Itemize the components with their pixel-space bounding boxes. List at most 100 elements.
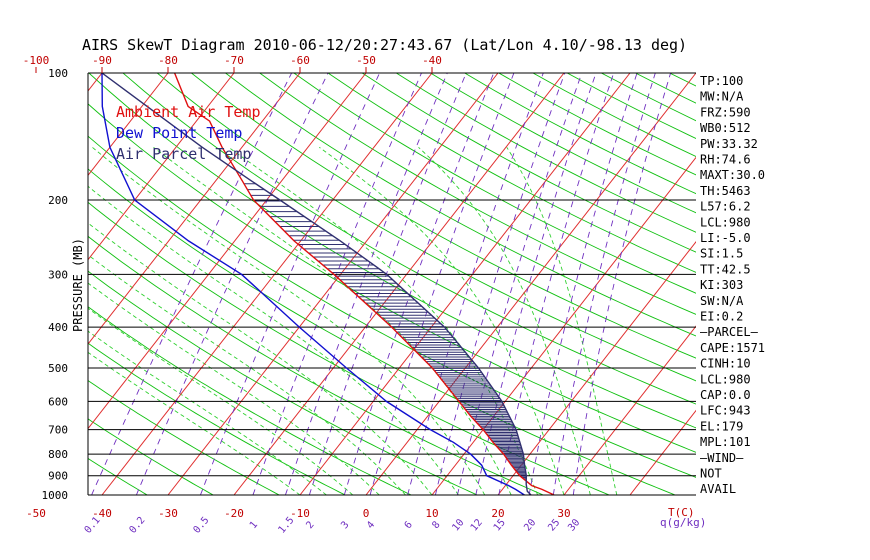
moist-adiabat-line <box>88 254 406 495</box>
stat-item: MPL:101 <box>700 435 751 449</box>
dry-adiabat-line <box>88 457 148 495</box>
dry-adiabat-line <box>0 73 81 495</box>
dewpoint-temp-line <box>101 73 525 495</box>
isotherm-line <box>101 73 433 495</box>
top-temp-tick-labels: -120-110-100-90-80-70-60-50-40 <box>23 54 442 73</box>
temp-unit-label: T(C) <box>668 506 695 519</box>
stat-item: EI:0.2 <box>700 310 743 324</box>
top-temp-tick-label: -100 <box>23 54 50 67</box>
moist-adiabat-line <box>92 146 486 495</box>
stat-item: TH:5463 <box>700 184 751 198</box>
dry-adiabat-line <box>88 418 214 495</box>
top-temp-tick-label: -80 <box>158 54 178 67</box>
bottom-temp-tick-label: 0 <box>363 507 370 520</box>
stat-item: MW:N/A <box>700 90 744 104</box>
dry-adiabat-line <box>156 73 696 382</box>
mixing-ratio-tick-label: 3 <box>339 520 351 532</box>
stat-item: CAPE:1571 <box>700 341 765 355</box>
bottom-temp-tick-label: -10 <box>290 507 310 520</box>
dry-adiabat-line <box>191 73 696 359</box>
dry-adiabat-line <box>88 306 412 495</box>
mixing-ratio-line <box>475 73 597 495</box>
isotherm-line <box>563 325 696 495</box>
mixing-ratio-tick-label: 8 <box>430 520 442 532</box>
pressure-tick-label: 500 <box>48 362 68 375</box>
mixing-ratio-line <box>434 73 566 495</box>
legend-ambient: Ambient Air Temp <box>116 103 261 121</box>
mixing-ratio-line <box>284 73 448 495</box>
mixing-ratio-lines <box>91 73 672 495</box>
isotherm-line <box>88 73 301 345</box>
top-temp-tick-label: -60 <box>290 54 310 67</box>
stat-item: TT:42.5 <box>700 262 751 276</box>
isotherm-line <box>233 73 565 495</box>
mixing-ratio-tick-label: 4 <box>365 520 377 532</box>
stat-item: CAP:0.0 <box>700 388 751 402</box>
isotherm-line <box>88 73 169 177</box>
stat-item: AVAIL <box>700 482 736 496</box>
y-axis-label: PRESSURE (MB) <box>71 238 85 332</box>
mixing-ratio-line <box>528 73 638 495</box>
pressure-tick-label: 600 <box>48 395 68 408</box>
legend-dewpoint: Dew Point Temp <box>116 124 242 142</box>
pressure-tick-label: 1000 <box>42 489 69 502</box>
stat-item: EL:179 <box>700 419 743 433</box>
parcel-temp-line <box>101 73 532 495</box>
moist-adiabat-line <box>88 307 354 495</box>
mixing-ratio-line <box>369 73 515 495</box>
isotherm-line <box>629 409 696 495</box>
stat-item: NOT <box>700 467 722 481</box>
isotherm-line <box>365 73 696 495</box>
moist-adiabat-line <box>506 147 618 495</box>
isotherm-line <box>88 73 367 430</box>
dry-adiabat-line <box>88 270 478 495</box>
stat-item: SW:N/A <box>700 294 744 308</box>
stat-item: TP:100 <box>700 74 743 88</box>
moist-adiabat-line <box>88 282 380 495</box>
moist-adiabat-line <box>418 146 591 495</box>
pressure-tick-labels: 100 200 300 400 500 600 700 800 900 1000 <box>42 67 69 502</box>
top-temp-tick-label: -50 <box>356 54 376 67</box>
moist-adiabat-line <box>153 146 512 495</box>
mixing-ratio-tick-label: 0.2 <box>127 515 147 536</box>
dry-adiabat-line <box>225 73 696 337</box>
dry-adiabat-line <box>430 73 696 214</box>
dry-adiabat-line <box>88 73 696 429</box>
dry-adiabat-line <box>88 235 544 495</box>
pressure-tick-label: 100 <box>48 67 68 80</box>
mixing-ratio-tick-label: 1 <box>248 520 260 532</box>
dry-adiabat-line <box>88 103 696 453</box>
mixing-ratio-tick-label: 10 <box>450 517 466 533</box>
mixing-ratio-line <box>572 73 672 495</box>
bottom-temp-tick-label: 10 <box>425 507 438 520</box>
moist-adiabat-line <box>88 351 301 495</box>
moist-adiabat-line <box>228 146 539 495</box>
bottom-temp-tick-label: -30 <box>158 507 178 520</box>
cape-hatching <box>243 183 527 481</box>
stat-item: LI:-5.0 <box>700 231 751 245</box>
stat-item: SI:1.5 <box>700 247 743 261</box>
stat-item: —WIND— <box>700 451 744 465</box>
stat-item: FRZ:590 <box>700 105 751 119</box>
profile-series <box>101 73 555 495</box>
stat-item: RH:74.6 <box>700 153 751 167</box>
dry-adiabat-line <box>88 201 610 495</box>
moist-adiabat-line <box>88 185 459 495</box>
isotherm-line <box>88 73 235 261</box>
mixing-unit-label: q(g/kg) <box>660 516 706 529</box>
bottom-temp-tick-label: -50 <box>26 507 46 520</box>
legend: Ambient Air Temp Dew Point Temp Air Parc… <box>116 103 261 163</box>
bottom-temp-tick-label: -20 <box>224 507 244 520</box>
mixing-ratio-tick-label: 12 <box>469 517 485 533</box>
mixing-ratio-tick-label: 6 <box>403 520 415 532</box>
ambient-temp-line <box>173 73 555 495</box>
top-temp-tick-label: -40 <box>422 54 442 67</box>
dry-adiabat-line <box>88 379 280 495</box>
bottom-temp-tick-labels: -50 -40 -30 -20 -10 0 10 20 30 <box>26 507 571 520</box>
stat-item: PW:33.32 <box>700 137 758 151</box>
bottom-temp-tick-label: 30 <box>557 507 570 520</box>
adiabat-lines <box>0 73 696 495</box>
mixing-ratio-line <box>135 73 329 495</box>
